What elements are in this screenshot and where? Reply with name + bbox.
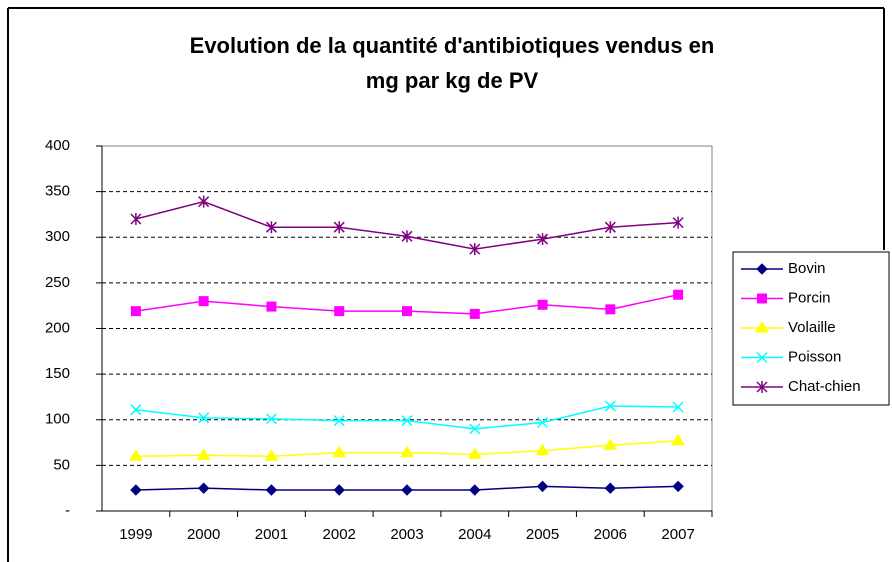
y-tick-label: 300 <box>45 228 70 245</box>
marker <box>535 443 550 456</box>
marker <box>130 213 142 225</box>
series-line <box>135 405 679 430</box>
chart-title: mg par kg de PV <box>366 68 539 93</box>
x-tick-label: 1999 <box>119 526 152 543</box>
marker <box>334 306 345 317</box>
y-tick-label: 250 <box>45 274 70 291</box>
y-tick-label: - <box>65 502 70 519</box>
marker <box>604 221 616 234</box>
marker <box>197 482 210 494</box>
marker <box>605 304 616 315</box>
y-tick-label: 150 <box>45 365 70 382</box>
marker <box>603 438 618 450</box>
marker <box>469 484 481 496</box>
marker <box>672 480 684 493</box>
marker <box>266 301 277 312</box>
x-tick-label: 2004 <box>458 526 491 543</box>
marker <box>469 308 480 319</box>
marker <box>401 484 413 496</box>
marker <box>333 484 345 496</box>
marker <box>604 400 616 412</box>
x-tick-label: 2001 <box>255 526 288 543</box>
marker <box>265 484 278 496</box>
marker <box>756 351 768 364</box>
y-tick-label: 50 <box>53 456 70 473</box>
legend-label: Chat-chien <box>788 378 861 395</box>
marker <box>130 484 142 496</box>
marker <box>332 445 347 458</box>
marker <box>333 415 345 427</box>
marker <box>469 423 481 435</box>
x-tick-label: 2006 <box>594 526 627 543</box>
marker <box>198 195 210 208</box>
marker <box>537 416 549 429</box>
marker <box>467 447 482 459</box>
marker <box>672 216 684 229</box>
marker <box>400 445 414 458</box>
marker <box>333 221 345 234</box>
marker <box>671 433 685 446</box>
marker <box>265 221 277 234</box>
marker <box>196 448 211 460</box>
marker <box>198 412 210 424</box>
x-tick-label: 2000 <box>187 526 220 543</box>
y-tick-label: 350 <box>45 183 70 200</box>
marker <box>537 299 548 310</box>
marker <box>755 321 769 333</box>
x-tick-label: 2002 <box>323 526 356 543</box>
marker <box>604 482 617 494</box>
legend-label: Porcin <box>788 289 831 306</box>
marker <box>536 480 549 493</box>
marker <box>402 306 412 317</box>
marker <box>265 413 277 425</box>
legend-label: Poisson <box>788 348 841 365</box>
marker <box>672 401 684 413</box>
marker <box>673 289 684 300</box>
marker <box>756 381 768 393</box>
marker <box>757 293 767 304</box>
y-tick-label: 400 <box>45 137 70 154</box>
x-tick-label: 2003 <box>390 526 423 543</box>
marker <box>198 296 209 307</box>
x-tick-label: 2005 <box>526 526 559 543</box>
chart-title: Evolution de la quantité d'antibiotiques… <box>190 33 715 58</box>
marker <box>129 449 143 461</box>
y-tick-label: 100 <box>45 411 70 428</box>
marker <box>401 415 413 427</box>
marker <box>401 230 413 243</box>
x-tick-label: 2007 <box>661 526 694 543</box>
marker <box>756 263 768 275</box>
marker <box>469 243 481 256</box>
marker <box>537 233 549 246</box>
marker <box>264 449 279 461</box>
y-tick-label: 200 <box>45 319 70 336</box>
marker <box>130 404 142 416</box>
legend-label: Bovin <box>788 260 826 277</box>
marker <box>130 306 141 317</box>
legend-label: Volaille <box>788 319 836 336</box>
